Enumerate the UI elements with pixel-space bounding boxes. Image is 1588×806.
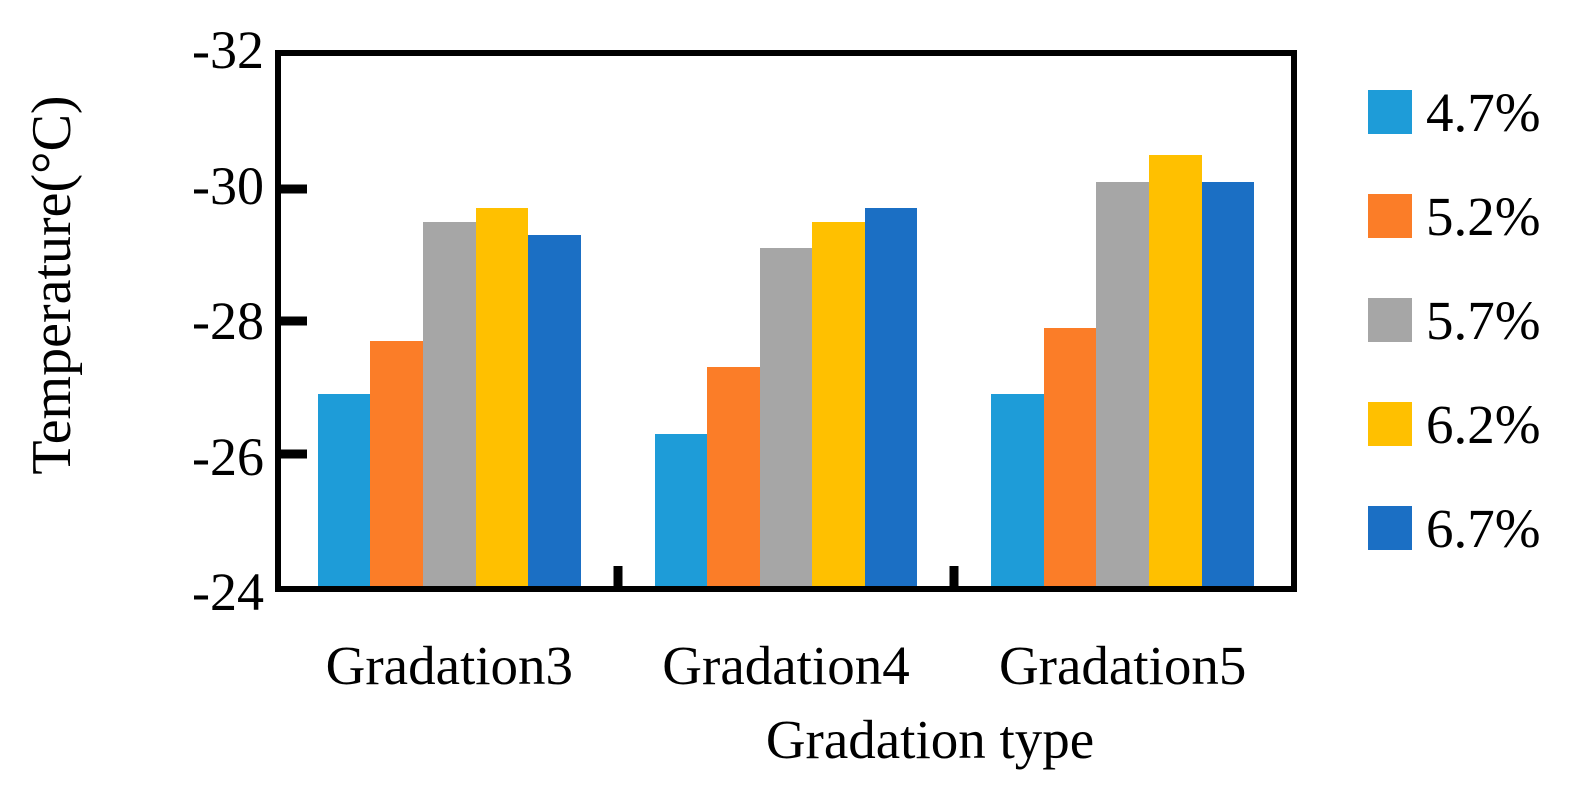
bar-gradation5-6.2%	[1148, 155, 1202, 586]
bar-gradation4-5.7%	[759, 248, 813, 586]
legend-color-swatch	[1368, 402, 1412, 446]
legend-label: 6.2%	[1426, 393, 1541, 455]
bar-gradation5-6.7%	[1201, 181, 1255, 586]
legend-item: 4.7%	[1368, 81, 1541, 143]
bar-gradation5-5.2%	[1043, 327, 1097, 586]
y-axis-tick-mark	[281, 184, 307, 193]
legend-item: 6.7%	[1368, 497, 1541, 559]
y-tick-label: -26	[192, 426, 264, 487]
y-axis-tick-mark	[281, 316, 307, 326]
bar-gradation4-6.7%	[864, 208, 918, 586]
x-axis-tick-mark	[613, 566, 623, 586]
bar-gradation3-5.7%	[423, 221, 476, 586]
bar-gradation3-6.7%	[528, 234, 581, 586]
x-axis-tick-mark	[949, 566, 959, 586]
y-axis-tick-labels: -32 -30 -28 -26 -24	[0, 0, 266, 806]
bar-gradation3-6.2%	[475, 208, 529, 586]
x-category-label: Gradation5	[998, 635, 1247, 696]
y-tick-label: -32	[192, 20, 264, 80]
legend-label: 5.2%	[1426, 185, 1541, 247]
bar-gradation3-4.7%	[317, 393, 371, 586]
legend-item: 5.2%	[1368, 185, 1541, 247]
legend-item: 6.2%	[1368, 393, 1541, 455]
legend-color-swatch	[1368, 194, 1412, 238]
y-tick-label: -28	[192, 291, 264, 351]
x-axis-category-labels: Gradation3 Gradation4 Gradation5	[281, 635, 1291, 706]
bar-gradation4-5.2%	[707, 367, 760, 586]
legend-item: 5.7%	[1368, 289, 1541, 351]
bar-gradation5-5.7%	[1096, 181, 1149, 586]
legend-color-swatch	[1368, 90, 1412, 134]
x-axis-title: Gradation type	[765, 709, 1095, 770]
legend-label: 5.7%	[1426, 289, 1541, 351]
x-category-label: Gradation3	[325, 635, 574, 696]
y-tick-label: -24	[192, 562, 264, 622]
y-axis-tick-mark	[281, 449, 307, 458]
legend: 4.7% 5.2% 5.7% 6.2% 6.7%	[1368, 81, 1541, 601]
bar-gradation5-4.7%	[991, 393, 1044, 586]
legend-label: 4.7%	[1426, 81, 1541, 143]
plot-inner	[281, 56, 1291, 586]
bar-gradation3-5.2%	[370, 340, 424, 586]
legend-label: 6.7%	[1426, 497, 1541, 559]
bar-gradation4-4.7%	[654, 433, 708, 586]
legend-color-swatch	[1368, 506, 1412, 550]
legend-color-swatch	[1368, 298, 1412, 342]
bar-gradation4-6.2%	[812, 221, 865, 586]
x-category-label: Gradation4	[662, 635, 910, 696]
plot-area	[275, 50, 1297, 592]
y-tick-label: -30	[192, 155, 264, 216]
